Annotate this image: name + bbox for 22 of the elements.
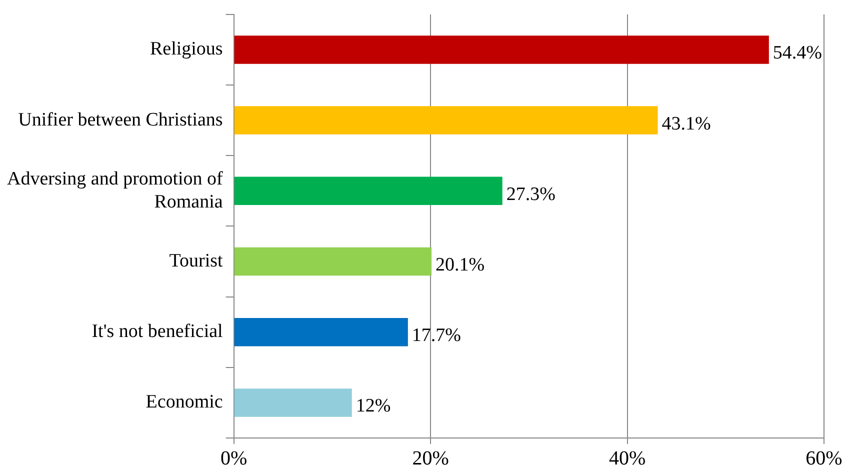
data-label: 20.1% [436, 254, 485, 276]
bar [234, 176, 502, 206]
data-label: 17.7% [412, 325, 462, 346]
data-label: 12% [356, 396, 391, 417]
data-label: 43.1% [662, 113, 712, 134]
x-tick-label: 0% [220, 447, 248, 470]
bar [234, 318, 408, 346]
y-tick-label: Unifier between Christians [18, 109, 223, 130]
y-tick-label: Economic [146, 392, 223, 413]
bar [234, 247, 432, 276]
bar [234, 36, 769, 64]
y-tick-label: It's not beneficial [92, 321, 223, 342]
y-tick-label: Tourist [169, 250, 224, 272]
data-label: 27.3% [506, 184, 556, 205]
x-tick-label: 40% [608, 447, 646, 470]
data-label: 54.4% [772, 42, 822, 64]
x-tick-label: 60% [806, 447, 842, 470]
y-tick-label: Adversing and promotion of Romania [7, 168, 224, 212]
x-tick-label: 20% [412, 447, 449, 470]
bar [234, 106, 658, 134]
y-tick-label: Religious [150, 38, 223, 60]
bar [234, 388, 352, 417]
